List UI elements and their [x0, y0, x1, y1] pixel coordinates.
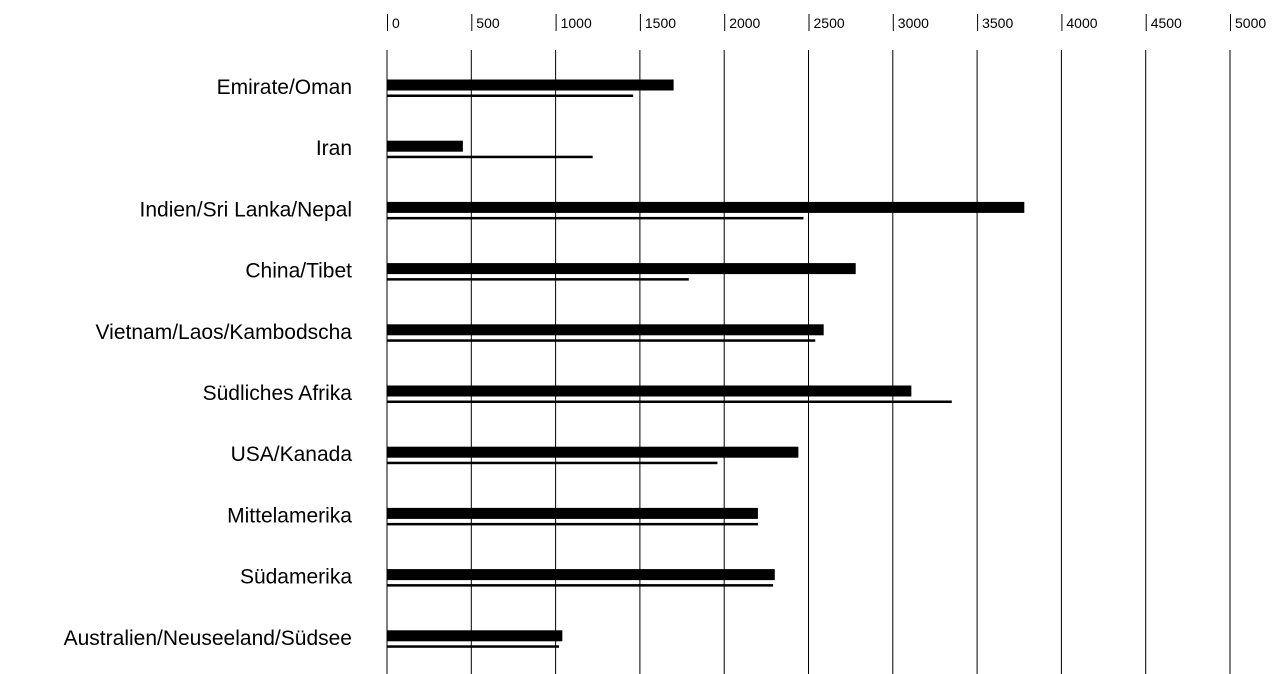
bar-thin-1 [387, 155, 593, 159]
bar-thin-5 [387, 400, 952, 403]
category-label: Mittelamerika [227, 504, 352, 527]
bar-thick-5 [387, 385, 912, 397]
category-label: Emirate/Oman [217, 76, 352, 99]
bar-thick-2 [387, 201, 1025, 213]
tick-label-4500: 4500 [1151, 15, 1182, 31]
tick-label-3500: 3500 [982, 15, 1013, 31]
category-labels: Emirate/Oman Iran Indien/Sri Lanka/Nepal Ch… [64, 76, 353, 650]
tick-label-3000: 3000 [898, 15, 929, 31]
bar-thick-6 [387, 446, 799, 458]
bars [387, 79, 1025, 648]
bar-thick-1 [387, 140, 463, 152]
bar-thin-9 [387, 645, 559, 648]
tick-label-1000: 1000 [561, 15, 592, 31]
bar-thin-6 [387, 461, 718, 465]
tick-label-5000: 5000 [1235, 15, 1266, 31]
category-label: China/Tibet [245, 260, 352, 283]
category-label: Iran [316, 137, 352, 160]
category-label: Australien/Neuseeland/Südsee [64, 627, 352, 650]
category-label: Südliches Afrika [203, 382, 353, 405]
bar-thin-2 [387, 216, 804, 220]
tick-label-500: 500 [476, 15, 500, 31]
category-label: USA/Kanada [231, 443, 353, 466]
bar-thick-8 [387, 569, 775, 581]
category-label: Vietnam/Laos/Kambodscha [96, 321, 353, 344]
bar-thin-8 [387, 584, 774, 587]
category-label: Südamerika [240, 566, 352, 589]
tick-label-1500: 1500 [645, 15, 676, 31]
bar-thin-4 [387, 339, 816, 342]
tick-label-4000: 4000 [1066, 15, 1097, 31]
gridlines [386, 50, 1231, 674]
bar-thick-3 [387, 263, 856, 275]
tick-label-2000: 2000 [729, 15, 760, 31]
bar-thick-4 [387, 324, 824, 336]
category-label: Indien/Sri Lanka/Nepal [140, 198, 352, 221]
bar-thick-0 [387, 79, 674, 91]
tick-label-2500: 2500 [814, 15, 845, 31]
bar-thin-7 [387, 522, 758, 526]
bar-thin-3 [387, 278, 689, 281]
tick-label-0: 0 [392, 15, 400, 31]
bar-thin-0 [387, 94, 634, 97]
x-axis-ticks: 0 500 1000 1500 2000 2500 3000 3500 4000 4500 5000 [387, 14, 1266, 31]
bar-thick-9 [387, 630, 563, 642]
bar-thick-7 [387, 507, 758, 519]
